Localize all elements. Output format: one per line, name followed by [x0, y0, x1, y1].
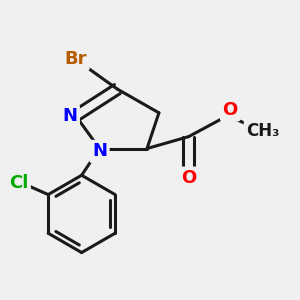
- Text: N: N: [92, 142, 107, 160]
- Text: N: N: [62, 107, 77, 125]
- Text: O: O: [181, 169, 196, 187]
- Text: Br: Br: [64, 50, 87, 68]
- Text: CH₃: CH₃: [246, 122, 280, 140]
- Text: O: O: [223, 101, 238, 119]
- Text: Cl: Cl: [9, 174, 28, 192]
